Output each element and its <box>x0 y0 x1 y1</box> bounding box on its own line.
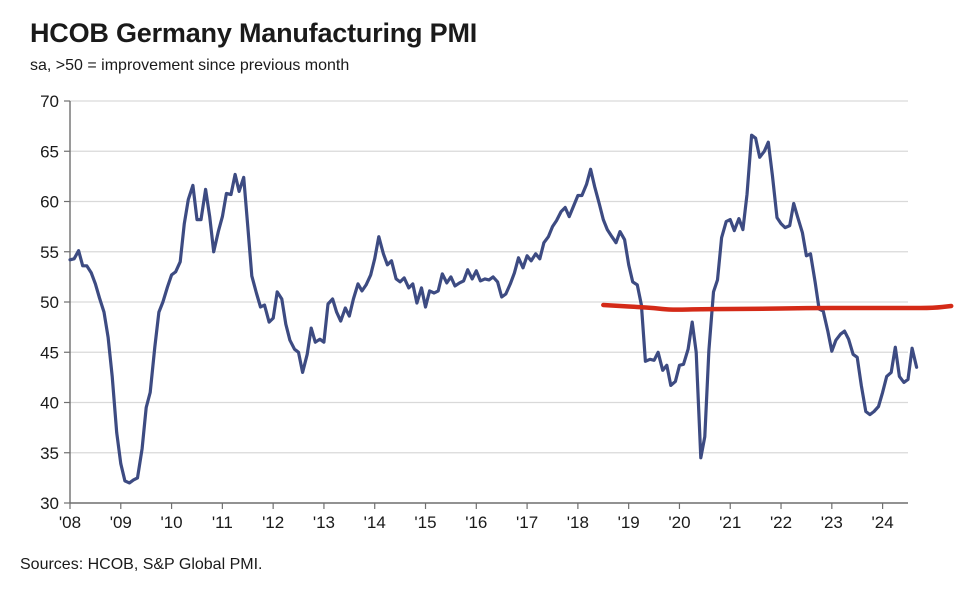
y-tick-label: 40 <box>40 394 59 413</box>
x-tick-label: '24 <box>872 513 894 532</box>
x-tick-label: '22 <box>770 513 792 532</box>
y-tick-label: 45 <box>40 343 59 362</box>
x-tick-label: '21 <box>719 513 741 532</box>
x-tick-label: '09 <box>110 513 132 532</box>
x-tick-labels: '08 '09 '10 '11 '12 '13 '14 '15 '16 '17 '18 '19 '20 '… <box>59 513 894 532</box>
x-tick-label: '13 <box>313 513 335 532</box>
x-tick-label: '14 <box>364 513 386 532</box>
x-tick-label: '10 <box>160 513 182 532</box>
y-tick-labels: 30 35 40 45 50 55 60 65 70 <box>40 92 59 513</box>
x-tick-label: '15 <box>414 513 436 532</box>
y-tick-label: 30 <box>40 494 59 513</box>
gridlines <box>70 100 908 454</box>
x-tick-label: '20 <box>668 513 690 532</box>
y-tick-label: 35 <box>40 444 59 463</box>
x-tick-label: '19 <box>618 513 640 532</box>
series-layer <box>68 133 919 485</box>
red-annotation-line <box>601 302 954 312</box>
chart-subtitle: sa, >50 = improvement since previous mon… <box>30 57 350 74</box>
axes <box>64 100 908 509</box>
x-tick-label: '17 <box>516 513 538 532</box>
x-tick-label: '18 <box>567 513 589 532</box>
x-tick-label: '23 <box>821 513 843 532</box>
y-tick-label: 50 <box>40 293 59 312</box>
x-tick-label: '16 <box>465 513 487 532</box>
chart-title: HCOB Germany Manufacturing PMI <box>30 18 478 48</box>
annotation-layer <box>601 302 954 312</box>
x-tick-label: '08 <box>59 513 81 532</box>
y-tick-label: 60 <box>40 193 59 212</box>
x-tick-label: '11 <box>212 513 233 532</box>
y-tick-label: 70 <box>40 92 59 111</box>
y-tick-label: 55 <box>40 243 59 262</box>
series-line <box>68 133 919 485</box>
source-note: Sources: HCOB, S&P Global PMI. <box>20 556 263 573</box>
y-tick-label: 65 <box>40 142 59 161</box>
x-tick-label: '12 <box>262 513 284 532</box>
